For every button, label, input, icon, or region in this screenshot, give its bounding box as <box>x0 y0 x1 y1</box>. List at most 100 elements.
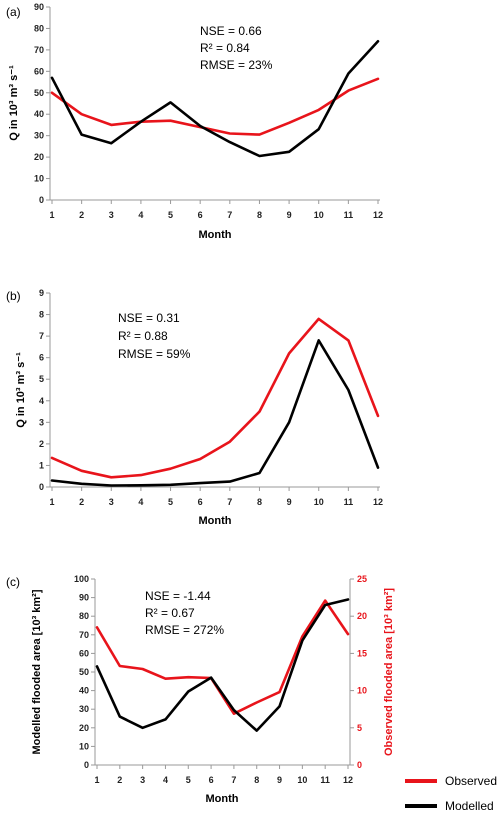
panel-c-y-right-tick-label: 0 <box>357 760 362 770</box>
panel-b-nse: NSE = 0.31 <box>118 311 180 325</box>
legend: Observed Modelled <box>405 774 497 813</box>
panel-c-rmse: RMSE = 272% <box>145 623 224 637</box>
panel-b-r2: R² = 0.88 <box>118 329 168 343</box>
panel-a-x-tick-label: 6 <box>198 210 203 220</box>
panel-c-y-right-tick-label: 20 <box>357 611 367 621</box>
panel-a-x-tick-label: 4 <box>138 210 143 220</box>
panel-a-series-modelled <box>50 39 380 158</box>
panel-c-y-tick-label: 50 <box>79 667 89 677</box>
panel-c-series <box>95 598 350 732</box>
panel-c-y-tick-label: 60 <box>79 648 89 658</box>
panel-a-y-tick-label: 30 <box>34 131 44 141</box>
panel-a-series-observed <box>50 77 380 136</box>
panel-a-x-tick-label: 9 <box>287 210 292 220</box>
panel-b-y-tick-label: 6 <box>39 353 44 363</box>
panel-c-y-tick-label: 40 <box>79 686 89 696</box>
panel-b-series-observed <box>50 317 380 479</box>
panel-c-nse: NSE = -1.44 <box>145 589 211 603</box>
panel-b-x-tick-label: 8 <box>257 497 262 507</box>
panel-a-series <box>50 39 380 158</box>
panel-a-y-tick-label: 0 <box>39 195 44 205</box>
panel-b-y-tick-label: 2 <box>39 439 44 449</box>
panel-b-y-tick-label: 9 <box>39 288 44 298</box>
panel-c-y-tick-label: 70 <box>79 630 89 640</box>
panel-c-y-ticks-right: 0 5 10 15 20 25 <box>350 574 367 770</box>
panel-c-y-right-tick-label: 5 <box>357 723 362 733</box>
panel-a-y-tick-label: 10 <box>34 174 44 184</box>
legend-label-modelled: Modelled <box>445 799 494 813</box>
legend-label-observed: Observed <box>445 774 497 788</box>
panel-b-x-tick-label: 7 <box>227 497 232 507</box>
panel-c-y-right-tick-label: 10 <box>357 686 367 696</box>
panel-a-x-tick-label: 8 <box>257 210 262 220</box>
panel-a-x-tick-label: 1 <box>49 210 54 220</box>
panel-b-y-tick-label: 0 <box>39 482 44 492</box>
panel-a-label: (a) <box>6 5 21 19</box>
panel-b-x-tick-label: 9 <box>287 497 292 507</box>
panel-a-x-tick-label: 11 <box>344 210 354 220</box>
panel-b-rmse: RMSE = 59% <box>118 347 191 361</box>
panel-c-y-tick-label: 30 <box>79 704 89 714</box>
panel-b-y-tick-label: 5 <box>39 374 44 384</box>
panel-a-x-tick-label: 2 <box>79 210 84 220</box>
panel-b-y-tick-label: 3 <box>39 417 44 427</box>
panel-c-x-title: Month <box>206 793 239 805</box>
panel-a-nse: NSE = 0.66 <box>200 24 262 38</box>
panel-b-x-tick-label: 6 <box>198 497 203 507</box>
panel-c-series-modelled <box>95 598 350 732</box>
panel-a-y-ticks: 0 10 20 30 40 50 60 70 80 90 <box>34 2 50 205</box>
panel-c-x-tick-label: 4 <box>163 775 168 785</box>
panel-a-x-tick-label: 10 <box>314 210 324 220</box>
panel-c-x-tick-label: 5 <box>186 775 191 785</box>
panel-a-x-tick-label: 12 <box>373 210 383 220</box>
panel-c-y-tick-label: 10 <box>79 741 89 751</box>
panel-a-x-title: Month <box>199 229 232 241</box>
panel-c-y-tick-label: 100 <box>74 574 89 584</box>
panel-c-r2: R² = 0.67 <box>145 606 195 620</box>
panel-b-x-tick-label: 5 <box>168 497 173 507</box>
panel-b-label: (b) <box>6 289 21 303</box>
panel-c-x-tick-label: 7 <box>231 775 236 785</box>
panel-b-series <box>50 317 380 487</box>
panel-a-x-ticks: 1 2 3 4 5 6 7 8 9 10 11 12 <box>49 200 383 220</box>
panel-c-y-title-right: Observed flooded area [10³ km²] <box>383 588 395 756</box>
panel-c-y-right-tick-label: 15 <box>357 648 367 658</box>
panel-a-y-tick-label: 60 <box>34 66 44 76</box>
panel-a-y-tick-label: 40 <box>34 109 44 119</box>
panel-c-x-tick-label: 6 <box>209 775 214 785</box>
panel-c-x-tick-label: 9 <box>277 775 282 785</box>
panel-c-y-right-tick-label: 25 <box>357 574 367 584</box>
panel-c-y-ticks: 0 10 20 30 40 50 60 70 80 90 100 <box>74 574 95 770</box>
panel-c-y-title: Modelled flooded area [10³ km²] <box>31 589 43 754</box>
panel-a-x-tick-label: 7 <box>227 210 232 220</box>
panel-c-x-ticks: 1 2 3 4 5 6 7 8 9 10 11 12 <box>94 765 353 785</box>
panel-c-y-tick-label: 0 <box>84 760 89 770</box>
panel-c-x-tick-label: 3 <box>140 775 145 785</box>
panel-a-y-tick-label: 90 <box>34 2 44 12</box>
panel-c-x-tick-label: 10 <box>297 775 307 785</box>
panel-b-y-tick-label: 1 <box>39 460 44 470</box>
panel-b-x-ticks: 1 2 3 4 5 6 7 8 9 10 11 12 <box>49 487 383 507</box>
panel-b-y-tick-label: 7 <box>39 331 44 341</box>
panel-b-x-tick-label: 4 <box>138 497 143 507</box>
panel-b-x-tick-label: 10 <box>314 497 324 507</box>
panel-a-x-tick-label: 5 <box>168 210 173 220</box>
panel-c-x-tick-label: 8 <box>254 775 259 785</box>
panel-a-r2: R² = 0.84 <box>200 41 250 55</box>
panel-c-label: (c) <box>6 575 20 589</box>
panel-c-x-tick-label: 11 <box>320 775 330 785</box>
panel-a-rmse: RMSE = 23% <box>200 58 273 72</box>
panel-b-x-tick-label: 1 <box>49 497 54 507</box>
panel-b-x-tick-label: 2 <box>79 497 84 507</box>
panel-a-y-tick-label: 20 <box>34 152 44 162</box>
panel-b-y-title: Q in 10³ m³ s⁻¹ <box>15 352 27 428</box>
panel-a-y-tick-label: 70 <box>34 45 44 55</box>
panel-a-y-tick-label: 50 <box>34 88 44 98</box>
panel-b-x-tick-label: 3 <box>109 497 114 507</box>
panel-a-y-title: Q in 10³ m³ s⁻¹ <box>8 65 20 141</box>
panel-c-x-tick-label: 1 <box>94 775 99 785</box>
